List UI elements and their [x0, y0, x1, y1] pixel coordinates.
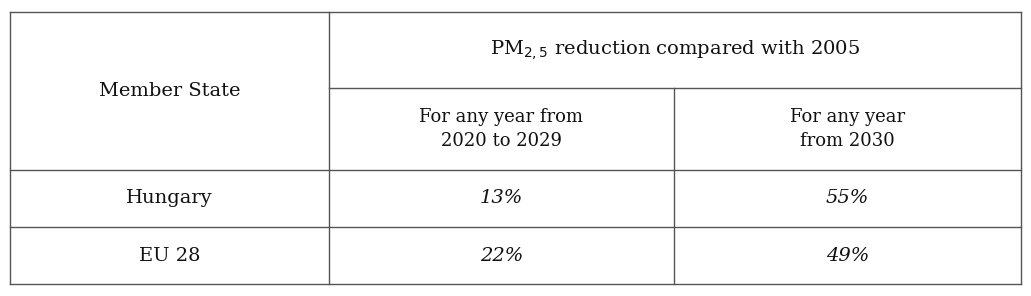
Text: 55%: 55%: [826, 189, 869, 207]
Text: 13%: 13%: [479, 189, 523, 207]
Text: 49%: 49%: [826, 247, 869, 265]
Text: For any year
from 2030: For any year from 2030: [790, 108, 905, 150]
Text: Member State: Member State: [99, 82, 240, 100]
Text: Hungary: Hungary: [126, 189, 212, 207]
Text: PM$_{2,5}$ reduction compared with 2005: PM$_{2,5}$ reduction compared with 2005: [490, 38, 860, 62]
Text: 22%: 22%: [479, 247, 523, 265]
Text: EU 28: EU 28: [139, 247, 200, 265]
Text: For any year from
2020 to 2029: For any year from 2020 to 2029: [420, 108, 584, 150]
